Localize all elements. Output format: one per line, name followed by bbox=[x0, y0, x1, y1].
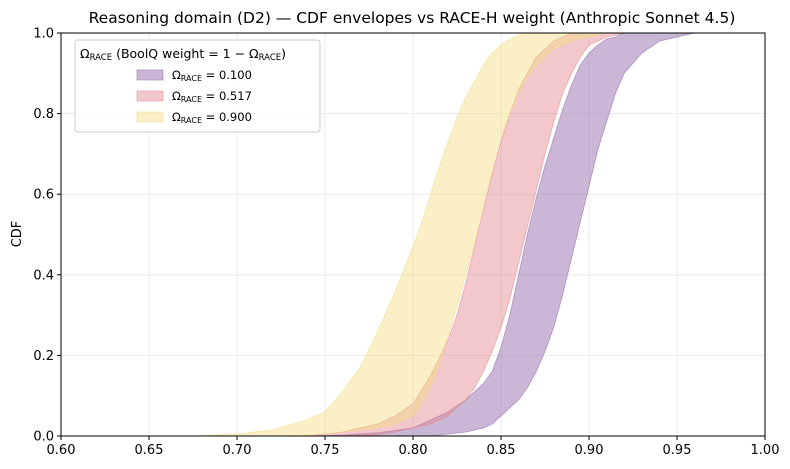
legend-entry-label-0: ΩRACE = 0.100 bbox=[172, 68, 252, 83]
legend-swatch-0 bbox=[136, 69, 164, 81]
x-tick-label: 0.70 bbox=[223, 443, 252, 458]
cdf-band-series-0 bbox=[61, 32, 765, 437]
y-tick-label: 0.0 bbox=[33, 430, 54, 445]
y-tick-label: 0.2 bbox=[33, 349, 54, 364]
y-tick-label: 0.8 bbox=[33, 107, 54, 122]
legend-swatch-1 bbox=[136, 90, 164, 102]
cdf-band-series-1 bbox=[61, 32, 765, 437]
y-tick-label: 0.4 bbox=[33, 268, 54, 283]
x-tick-label: 0.85 bbox=[487, 443, 516, 458]
legend-box bbox=[74, 39, 321, 133]
legend-title: ΩRACE (BoolQ weight = 1 − ΩRACE) bbox=[80, 46, 286, 63]
x-tick-label: 0.65 bbox=[135, 443, 164, 458]
y-tick-label: 0.6 bbox=[33, 188, 54, 203]
axes: 0.60 0.65 0.70 0.75 0.80 0.85 0.90 0.95 1.00 0.0 0… bbox=[33, 27, 779, 459]
cdf-bands bbox=[60, 32, 765, 437]
cdf-band-series-2 bbox=[60, 32, 765, 437]
x-tick-label: 0.60 bbox=[47, 443, 76, 458]
x-tick-label: 0.75 bbox=[311, 443, 340, 458]
x-tick-label: 1.00 bbox=[751, 443, 780, 458]
x-tick-label: 0.80 bbox=[399, 443, 428, 458]
legend-entry-label-1: ΩRACE = 0.517 bbox=[172, 89, 252, 104]
legend: ΩRACE (BoolQ weight = 1 − ΩRACE) ΩRACE = … bbox=[74, 39, 321, 133]
y-tick-label: 1.0 bbox=[33, 27, 54, 42]
legend-swatch-2 bbox=[136, 111, 164, 123]
x-tick-label: 0.95 bbox=[663, 443, 692, 458]
x-tick-label: 0.90 bbox=[575, 443, 604, 458]
chart-title: Reasoning domain (D2) — CDF envelopes vs… bbox=[89, 9, 736, 27]
legend-entry-label-2: ΩRACE = 0.900 bbox=[172, 110, 252, 125]
y-axis-label: CDF bbox=[10, 221, 25, 248]
